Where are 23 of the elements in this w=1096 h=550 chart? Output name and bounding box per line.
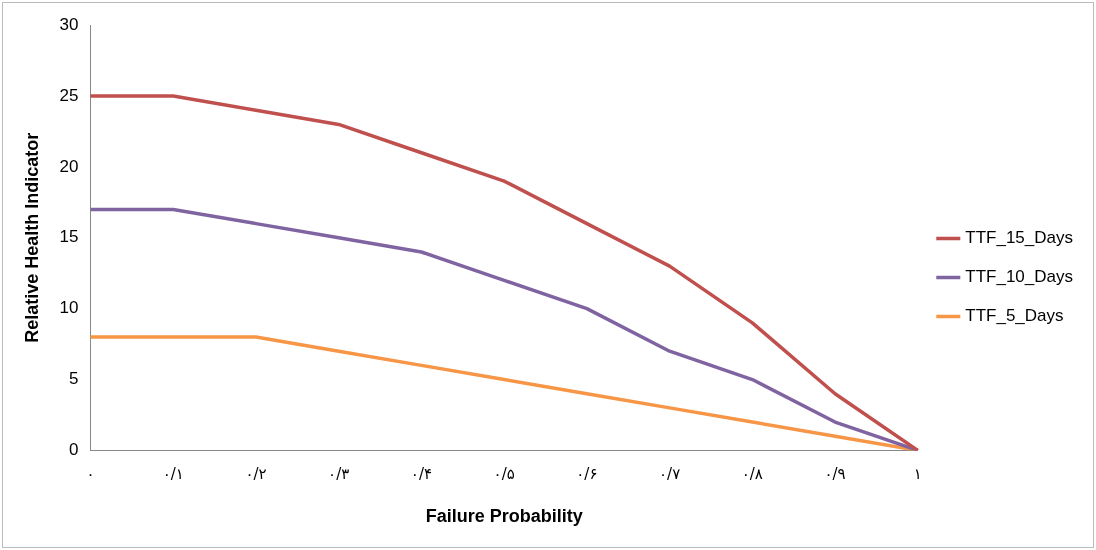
y-tick-label: 10 [59, 298, 79, 318]
x-tick-label: ۰/۵ [493, 465, 515, 484]
y-tick-label: 20 [59, 156, 79, 176]
y-tick-label: 5 [69, 369, 79, 389]
x-tick-label: ۰ [86, 465, 95, 484]
x-tick-label: ۰/۹ [824, 465, 846, 484]
y-tick-label: 25 [59, 85, 79, 105]
x-axis-title: Failure Probability [425, 506, 583, 527]
y-tick-label: 15 [59, 227, 79, 247]
x-tick-label: ۰/۱ [162, 465, 184, 484]
x-tick-label: ۰/۴ [410, 465, 433, 484]
x-tick-label: ۰/۲ [245, 465, 267, 484]
y-axis-title: Relative Health Indicator [21, 132, 42, 343]
x-tick-label: ۰/۷ [659, 465, 681, 484]
x-tick-label: ۱ [913, 465, 922, 484]
y-tick-label: 30 [59, 14, 79, 34]
legend-label: TTF_5_Days [965, 306, 1064, 326]
x-tick-label: ۰/۸ [741, 465, 763, 484]
legend-label: TTF_10_Days [965, 267, 1073, 287]
legend-label: TTF_15_Days [965, 228, 1073, 248]
x-tick-label: ۰/۶ [576, 465, 598, 484]
y-tick-label: 0 [69, 440, 79, 460]
x-tick-label: ۰/۳ [328, 465, 350, 484]
